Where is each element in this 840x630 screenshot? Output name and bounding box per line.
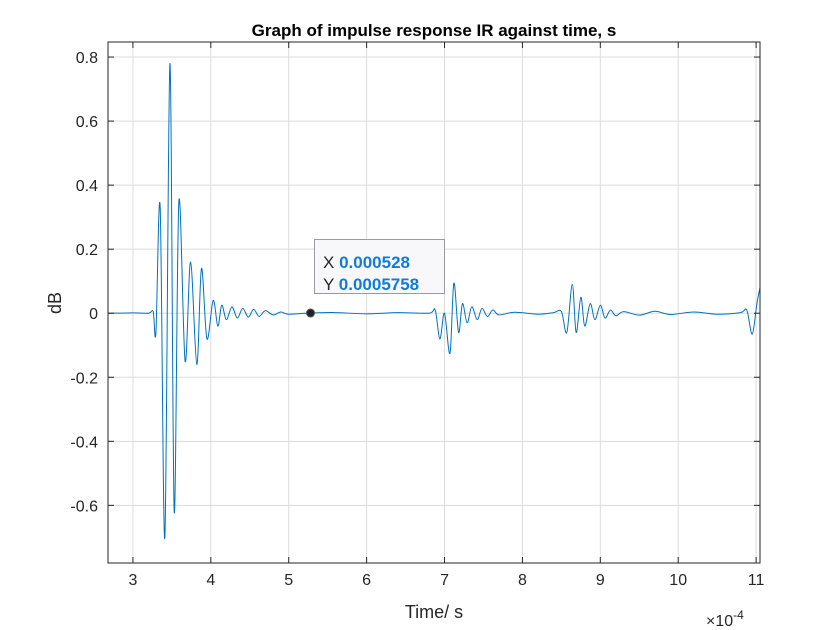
datatip-x: X 0.000528	[323, 253, 410, 272]
y-tick-label: 0.2	[76, 242, 98, 259]
x-tick-label: 3	[128, 572, 137, 589]
y-tick-label: 0	[89, 306, 98, 323]
x-tick-label: 7	[440, 572, 449, 589]
datatip-y: Y 0.0005758	[323, 275, 420, 294]
x-tick-label: 10	[669, 572, 687, 589]
x-axis-label: Time/ s	[405, 602, 463, 622]
series-line-ir	[107, 62, 761, 539]
y-tick-label: 0.6	[76, 114, 98, 131]
datatip: X 0.000528 Y 0.0005758	[314, 239, 445, 294]
y-tick-label: 0.8	[76, 50, 98, 67]
x-exponent-label: ×10-4	[706, 608, 744, 630]
x-tick-label: 9	[596, 572, 605, 589]
axes-box	[107, 41, 761, 564]
y-tick-label: 0.4	[76, 178, 98, 195]
x-tick-label: 6	[362, 572, 371, 589]
y-axis-label: dB	[45, 292, 65, 314]
x-tick-label: 4	[206, 572, 215, 589]
y-tick-label: -0.4	[70, 434, 98, 451]
x-tick-label: 8	[518, 572, 527, 589]
y-tick-label: -0.6	[70, 498, 98, 515]
x-tick-label: 11	[748, 572, 765, 589]
datatip-marker[interactable]	[306, 308, 316, 318]
x-tick-label: 5	[284, 572, 293, 589]
chart-title: Graph of impulse response IR against tim…	[252, 21, 617, 40]
y-tick-label: -0.2	[70, 370, 98, 387]
